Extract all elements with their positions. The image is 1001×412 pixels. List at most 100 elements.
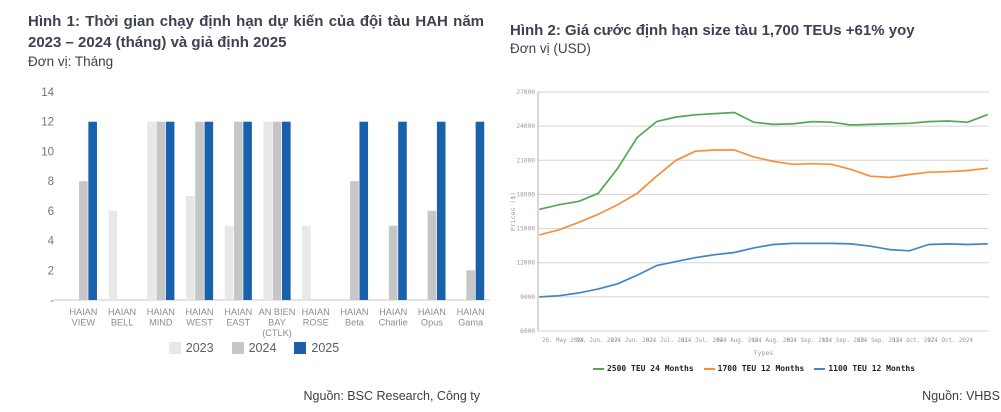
y-axis-tick: 8 — [48, 176, 54, 188]
bar-2024 — [388, 225, 398, 300]
figure2-source: Nguồn: VHBS — [922, 389, 1000, 403]
bar-2024 — [272, 121, 282, 300]
bar-2023 — [302, 225, 311, 300]
legend-item-2500teu: 2500 TEU 24 Months — [592, 364, 694, 373]
figure2-unit-label: Đơn vị (USD) — [510, 41, 591, 56]
x-axis-tick: 21. Jul. 2024 — [681, 338, 727, 344]
bar-2023 — [224, 225, 234, 300]
figure1-source: Nguồn: BSC Research, Công ty — [303, 389, 480, 403]
figure1-unit-label: Đơn vị: Tháng — [28, 54, 114, 69]
figure1-title: Hình 1: Thời gian chạy định hạn dự kiến … — [28, 13, 484, 51]
y-axis-tick: 12000 — [516, 260, 535, 267]
y-axis-tick: 15000 — [516, 226, 535, 233]
x-axis-tick: 15. Sep. 2024 — [822, 338, 868, 344]
charter-rate-line-chart: 27000 24000 21000 18000 15000 12000 9000 6000 Pr… — [509, 89, 989, 357]
legend-label-2024: 2024 — [248, 341, 277, 355]
x-axis-tick: 18. Aug. 2024 — [752, 338, 798, 344]
bar-2023 — [263, 121, 272, 300]
category-label: HAIAN — [69, 307, 97, 317]
legend-label-2500teu: 2500 TEU 24 Months — [606, 364, 694, 373]
legend-label-1700teu: 1700 TEU 12 Months — [717, 364, 805, 373]
x-axis-tick: 01. Sep. 2024 — [787, 338, 833, 344]
category-label: Gama — [458, 318, 484, 328]
fleet-charter-bar-chart: 1412108642-HAIANVIEWHAIANBELLHAIANMINDHA… — [41, 87, 490, 338]
bar-2025 — [436, 121, 446, 300]
y-axis-tick: 4 — [48, 236, 55, 248]
category-label: Opus — [421, 318, 443, 328]
bar-2025 — [282, 121, 291, 300]
figure2-title: Hình 2: Giá cước định hạn size tàu 1,700… — [510, 22, 915, 39]
line-2500-teu-24-months — [539, 111, 988, 211]
x-axis-tick: 27. Oct. 2024 — [928, 338, 974, 344]
category-label: WEST — [186, 318, 213, 328]
bar-2024 — [79, 181, 88, 300]
category-label: EAST — [226, 318, 250, 328]
category-label: MIND — [149, 318, 173, 328]
legend-dash-1100teu — [814, 367, 826, 370]
legend-item-2025: 2025 — [294, 341, 339, 355]
y-axis-tick: 14 — [41, 87, 54, 99]
bar-2025 — [475, 121, 485, 300]
bar-2024 — [466, 270, 475, 300]
y-axis-tick: 6 — [48, 206, 54, 218]
x-axis-tick: 29. Sep. 2024 — [857, 338, 903, 344]
y-axis-tick: - — [50, 295, 54, 307]
category-label: HAIAN — [147, 307, 175, 317]
category-label: VIEW — [72, 318, 96, 328]
x-axis-tick: 07. Jul. 2024 — [646, 338, 692, 344]
y-axis-tick: 18000 — [516, 191, 535, 198]
x-axis-tick: 23. Jun. 2024 — [611, 338, 657, 344]
bar-2025 — [243, 121, 252, 300]
bar-2025 — [204, 121, 214, 300]
y-axis-title: Prices ($) — [509, 192, 517, 231]
bar-2023 — [147, 121, 156, 300]
bar-2023 — [185, 196, 195, 300]
bar-chart-legend: 2023 2024 2025 — [28, 341, 480, 355]
x-axis-tick: 26. May 2024 — [542, 338, 584, 344]
category-label: HAIAN — [108, 307, 136, 317]
y-axis-tick: 10 — [41, 146, 54, 158]
legend-item-1100teu: 1100 TEU 12 Months — [814, 364, 915, 373]
category-label: HAIAN — [185, 307, 213, 317]
x-axis-tick: 13. Oct. 2024 — [892, 338, 938, 344]
legend-swatch-2025 — [294, 342, 307, 354]
bar-2025 — [165, 121, 175, 300]
y-axis-tick: 24000 — [516, 123, 535, 130]
category-label: BELL — [111, 318, 133, 328]
legend-label-1100teu: 1100 TEU 12 Months — [828, 364, 916, 373]
legend-dash-1700teu — [703, 367, 715, 370]
legend-item-2023: 2023 — [168, 341, 214, 355]
bar-2024 — [195, 121, 204, 300]
line-1100-teu-12-months — [539, 242, 988, 298]
bar-2025 — [88, 121, 97, 300]
x-axis-tick: 09. Jun. 2024 — [576, 338, 622, 344]
category-label: HAIAN — [379, 307, 407, 317]
category-label: ROSE — [303, 318, 329, 328]
x-axis-tick: 04. Aug. 2024 — [716, 338, 762, 344]
legend-label-2023: 2023 — [185, 341, 214, 355]
line-1700-teu-12-months — [539, 149, 988, 236]
y-axis-tick: 6000 — [520, 328, 535, 335]
bar-2024 — [233, 121, 243, 300]
y-axis-tick: 27000 — [516, 89, 535, 96]
legend-swatch-2024 — [231, 342, 244, 354]
category-label: HAIAN — [457, 307, 485, 317]
category-label: BAY — [268, 318, 286, 328]
bar-2024 — [427, 210, 437, 300]
legend-dash-2500teu — [592, 367, 604, 370]
category-label: HAIAN — [340, 307, 368, 317]
bar-2025 — [359, 121, 369, 300]
category-label: HAIAN — [418, 307, 446, 317]
legend-item-2024: 2024 — [231, 341, 277, 355]
x-axis-title: Types — [754, 349, 774, 357]
line-chart-legend: 2500 TEU 24 Months 1700 TEU 12 Months 11… — [508, 364, 1000, 373]
legend-swatch-2023 — [168, 342, 181, 354]
category-label: HAIAN — [302, 307, 330, 317]
y-axis-tick: 21000 — [516, 157, 535, 164]
y-axis-tick: 2 — [48, 265, 54, 277]
bar-2025 — [398, 121, 407, 300]
y-axis-tick: 9000 — [520, 294, 535, 301]
y-axis-tick: 12 — [41, 117, 54, 129]
category-label: Beta — [345, 318, 365, 328]
